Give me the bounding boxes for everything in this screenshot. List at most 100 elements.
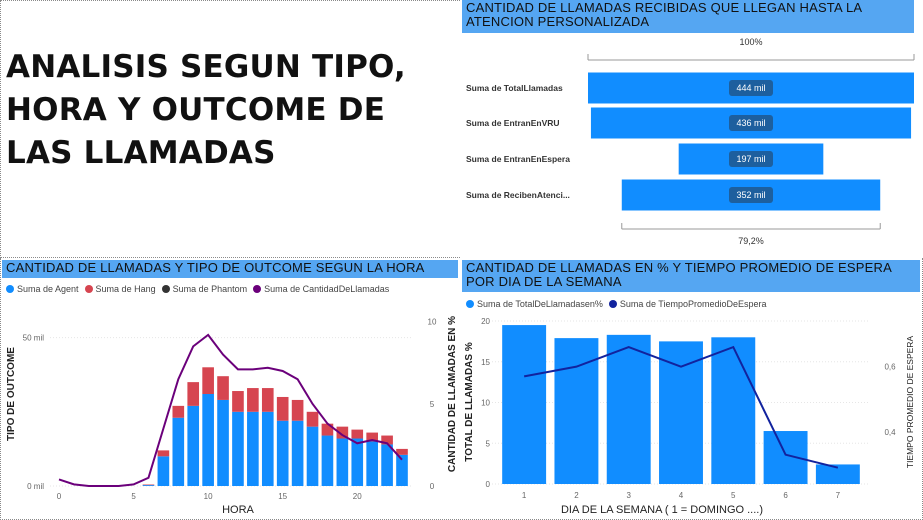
bar-hang (336, 426, 349, 439)
y-left-tick-label: 20 (481, 317, 490, 326)
bar-agent (202, 394, 214, 486)
y-right-axis-title: TIEMPO PROMEDIO DE ESPERA (905, 336, 915, 469)
bar-hang (187, 382, 200, 406)
legend-label: Suma de TiempoPromedioDeEspera (619, 299, 767, 309)
funnel-chart[interactable]: 100% Suma de TotalLlamadas 444 mil Suma de … (462, 33, 923, 258)
bar-hang (142, 484, 155, 486)
y-left-tick-label: 50 mil (23, 334, 45, 343)
bar-hang (396, 448, 408, 455)
hour-chart-title: CANTIDAD DE LLAMADAS Y TIPO DE OUTCOME S… (2, 260, 458, 278)
x-tick-label: 2 (574, 491, 579, 500)
x-tick-label: 3 (626, 491, 631, 500)
line-tiempo-espera (523, 345, 839, 469)
y-left-axis-title: TOTAL DE LLAMADAS % (464, 342, 475, 462)
funnel-category-label: Suma de EntranEnVRU (466, 118, 560, 128)
week-chart-legend: Suma de TotalDeLlamadasen% Suma de Tiempo… (466, 299, 767, 309)
funnel-category-label: Suma de EntranEnEspera (466, 154, 570, 164)
legend-dot-icon (253, 285, 262, 293)
hour-chart-legend: Suma de Agent Suma de Hang Suma de Phantom… (6, 284, 389, 294)
funnel-bottom-label: 79,2% (738, 236, 764, 246)
funnel-value-label: 436 mil (736, 118, 765, 128)
bar-agent (336, 438, 349, 486)
bar-hang (247, 388, 259, 412)
bar-agent (232, 411, 244, 486)
legend-item[interactable]: Suma de Phantom (161, 284, 248, 294)
legend-item[interactable]: Suma de CantidadDeLlamadas (253, 284, 389, 294)
y-left-tick-label: 5 (486, 439, 491, 448)
bar-total-llamadas (815, 464, 860, 484)
funnel-value-badge (729, 151, 773, 167)
bar-total-llamadas (659, 341, 703, 484)
funnel-value-badge (729, 80, 773, 96)
x-axis-title: HORA (222, 504, 254, 516)
bar-hang (321, 423, 334, 436)
bar-hang (291, 399, 304, 421)
bar-agent (247, 411, 259, 486)
hour-chart[interactable]: 0 mil 50 mil 0 5 10 0 5 10 15 20 HORA TIPO DE OUTCO… (0, 282, 460, 520)
legend-label: Suma de Phantom (172, 284, 248, 294)
bar-hang (306, 411, 319, 427)
bar-agent (172, 417, 185, 486)
y-right-tick-label: 5 (430, 400, 435, 409)
legend-dot-icon (466, 300, 474, 308)
legend-dot-icon (608, 300, 617, 308)
bar-hang (381, 435, 393, 445)
x-tick-label: 4 (679, 491, 684, 500)
legend-dot-icon (161, 285, 170, 293)
bar-agent (157, 456, 170, 486)
x-tick-label: 5 (131, 492, 136, 501)
bar-agent (366, 441, 378, 486)
legend-dot-icon (6, 285, 14, 293)
x-tick-label: 5 (731, 491, 736, 500)
bar-hang (366, 432, 378, 442)
x-tick-label: 15 (278, 492, 287, 501)
bar-agent (276, 420, 289, 486)
x-axis-title: DIA DE LA SEMANA ( 1 = DOMINGO ....) (561, 504, 763, 516)
funnel-value-label: 444 mil (736, 83, 765, 93)
y-left-tick-label: 0 (486, 480, 491, 489)
bar-hang (351, 429, 364, 439)
y-right-axis-title: CANTIDAD DE LLAMADAS EN % (447, 316, 458, 472)
legend-item[interactable]: Suma de TotalDeLlamadasen% (466, 299, 603, 309)
legend-item[interactable]: Suma de Hang (84, 284, 156, 294)
x-tick-label: 10 (204, 492, 213, 501)
x-tick-label: 6 (783, 491, 788, 500)
legend-label: Suma de CantidadDeLlamadas (264, 284, 390, 294)
x-tick-label: 7 (836, 491, 841, 500)
bar-agent (381, 444, 393, 486)
line-cantidad (58, 333, 403, 487)
legend-dot-icon (84, 285, 93, 293)
bar-hang (261, 388, 274, 412)
bar-hang (217, 376, 229, 400)
legend-item[interactable]: Suma de Agent (6, 284, 79, 294)
x-tick-label: 0 (57, 492, 62, 501)
x-tick-label: 20 (353, 492, 362, 501)
page-title: ANALISIS SEGUN TIPO, HORA Y OUTCOME DE L… (6, 49, 406, 171)
funnel-value-badge (729, 187, 773, 203)
bar-agent (217, 399, 229, 486)
bar-total-llamadas (711, 337, 756, 484)
week-chart-title: CANTIDAD DE LLAMADAS EN % Y TIEMPO PROME… (462, 260, 920, 292)
legend-label: Suma de Agent (17, 284, 79, 294)
bar-total-llamadas (606, 334, 651, 484)
bar-total-llamadas (554, 338, 599, 484)
legend-item[interactable]: Suma de TiempoPromedioDeEspera (608, 299, 767, 309)
y-right-tick-label: 0,6 (884, 363, 896, 372)
bar-hang (172, 405, 185, 418)
y-right-tick-label: 0 (430, 482, 435, 491)
bar-total-llamadas (502, 325, 547, 484)
bar-agent (142, 485, 155, 486)
y-left-tick-label: 15 (481, 358, 490, 367)
week-chart[interactable]: 0 5 10 15 20 0,4 0,6 1 2 3 4 5 6 7 DIA DE LA SEMANA ( … (462, 304, 923, 520)
y-left-tick-label: 10 (481, 399, 490, 408)
funnel-value-badge (729, 115, 773, 131)
y-left-tick-label: 0 mil (27, 482, 44, 491)
x-tick-label: 1 (522, 491, 527, 500)
bar-agent (291, 420, 304, 486)
bar-agent (396, 454, 408, 486)
bar-agent (261, 411, 274, 486)
bar-agent (306, 426, 319, 486)
funnel-value-label: 352 mil (736, 190, 765, 200)
bar-agent (351, 438, 364, 486)
